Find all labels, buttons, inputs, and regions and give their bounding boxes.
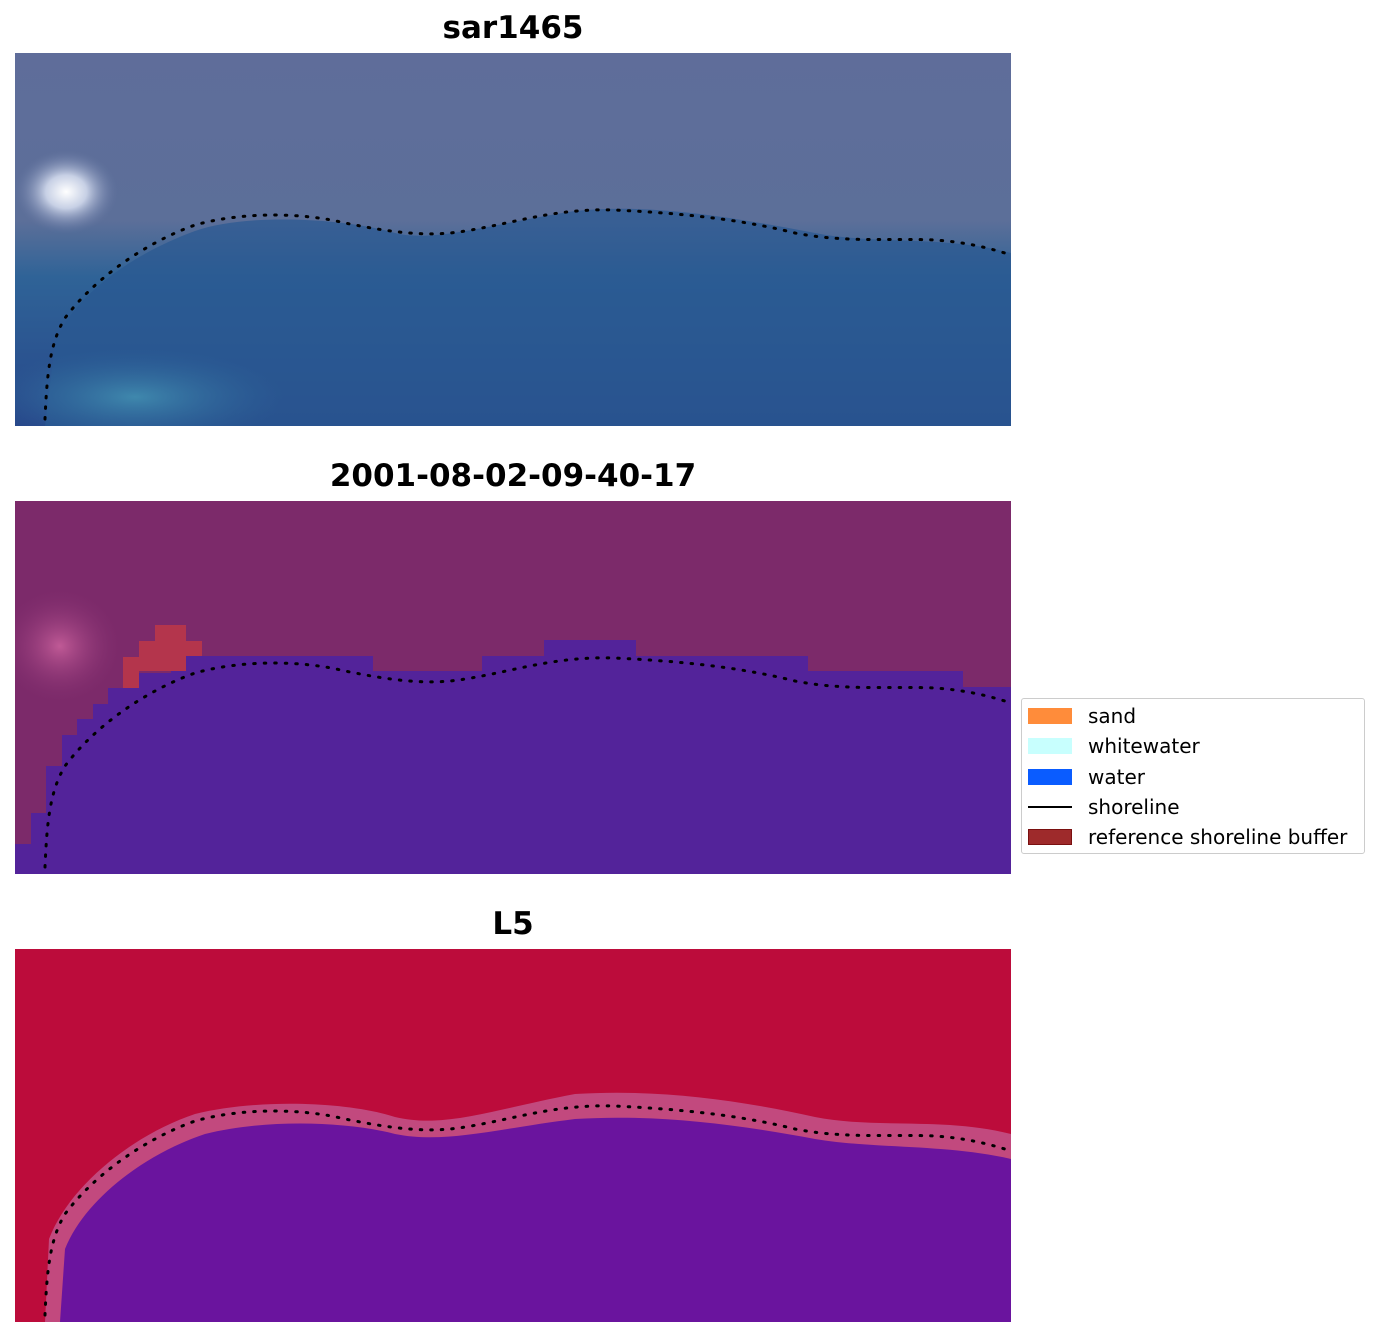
shoreline-dotted xyxy=(43,208,1011,421)
legend-item-water: water xyxy=(1028,765,1145,789)
panel-title-date: 2001-08-02-09-40-17 xyxy=(329,458,697,494)
legend-label: water xyxy=(1088,765,1145,789)
sand-swatch xyxy=(1028,708,1072,724)
shoreline-line-swatch xyxy=(1028,806,1072,808)
index-image xyxy=(15,949,1011,1322)
legend-item-shoreline: shoreline xyxy=(1028,795,1180,819)
shoreline-dotted xyxy=(43,656,1011,869)
panel-title-rgb: sar1465 xyxy=(442,10,584,46)
panel-title-sensor: L5 xyxy=(492,906,534,942)
reference-buffer-swatch xyxy=(1028,829,1072,845)
classified-image xyxy=(15,501,1011,874)
whitewater-swatch xyxy=(1028,738,1072,754)
water-swatch xyxy=(1028,769,1072,785)
rgb-whitewater-patch xyxy=(15,93,335,353)
index-water xyxy=(60,1117,1011,1322)
legend-label: sand xyxy=(1088,704,1137,728)
shoreline-dotted xyxy=(43,1104,1011,1317)
rgb-image-panel xyxy=(15,53,1011,426)
legend-item-reference-buffer: reference shoreline buffer xyxy=(1028,825,1347,849)
legend: sand whitewater water shoreline referenc… xyxy=(1021,698,1365,854)
reference-buffer-patch xyxy=(123,625,202,688)
rgb-image xyxy=(15,53,1011,426)
index-image-panel xyxy=(15,949,1011,1322)
legend-item-whitewater: whitewater xyxy=(1028,734,1200,758)
legend-label: whitewater xyxy=(1088,734,1200,758)
classified-image-panel xyxy=(15,501,1011,874)
class-water xyxy=(15,640,1011,874)
legend-label: reference shoreline buffer xyxy=(1088,825,1348,849)
legend-item-sand: sand xyxy=(1028,704,1136,728)
legend-label: shoreline xyxy=(1088,795,1180,819)
